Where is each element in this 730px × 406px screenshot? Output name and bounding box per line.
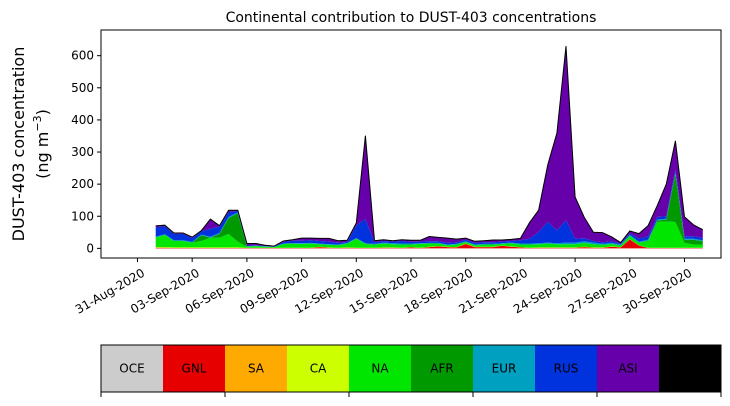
y-tick-label: 0 bbox=[86, 241, 94, 255]
legend-swatch-na bbox=[349, 345, 411, 392]
y-axis-label-unit-sup: −3 bbox=[31, 115, 44, 131]
y-axis-label-line2: (ng m−3) bbox=[31, 109, 52, 179]
y-tick-label: 400 bbox=[71, 113, 94, 127]
legend-label-eur: EUR bbox=[492, 362, 517, 376]
legend-frame bbox=[100, 344, 722, 393]
y-tick-label: 300 bbox=[71, 145, 94, 159]
stacked-areas bbox=[155, 46, 703, 249]
legend-label-rus: RUS bbox=[554, 362, 579, 376]
y-axis: 0 100 200 300 400 500 600 bbox=[71, 49, 101, 255]
legend-swatch-aus bbox=[659, 345, 721, 392]
legend-swatch-rus bbox=[535, 345, 597, 392]
y-tick-label: 600 bbox=[71, 49, 94, 63]
legend: OCE GNL SA CA NA AFR EUR RUS ASI AUS bbox=[100, 344, 722, 397]
legend-swatch-sa bbox=[225, 345, 287, 392]
legend-label-afr: AFR bbox=[430, 362, 453, 376]
legend-label-asi: ASI bbox=[618, 362, 637, 376]
legend-label-na: NA bbox=[371, 362, 389, 376]
legend-label-aus: AUS bbox=[678, 362, 703, 376]
area-asi bbox=[155, 46, 703, 247]
y-tick-label: 200 bbox=[71, 177, 94, 191]
legend-swatch-afr bbox=[411, 345, 473, 392]
area-rus bbox=[155, 169, 703, 247]
y-axis-label-line1: DUST-403 concentration bbox=[9, 47, 28, 242]
plot-frame bbox=[100, 29, 722, 259]
legend-swatch-gnl bbox=[163, 345, 225, 392]
y-axis-label-unit-prefix: (ng m bbox=[33, 132, 52, 179]
legend-label-oce: OCE bbox=[119, 362, 144, 376]
y-axis-label: DUST-403 concentration (ng m−3) bbox=[9, 47, 52, 242]
legend-swatch-eur bbox=[473, 345, 535, 392]
y-tick-label: 500 bbox=[71, 81, 94, 95]
chart-title: Continental contribution to DUST-403 con… bbox=[226, 10, 597, 26]
x-axis: 31-Aug-202003-Sep-202006-Sep-202009-Sep-… bbox=[73, 258, 694, 317]
area-na bbox=[155, 221, 703, 248]
legend-label-ca: CA bbox=[310, 362, 327, 376]
y-axis-label-unit-suffix: ) bbox=[33, 109, 52, 115]
legend-label-gnl: GNL bbox=[182, 362, 207, 376]
legend-label-sa: SA bbox=[248, 362, 265, 376]
total-outline bbox=[155, 46, 704, 247]
legend-swatch-ca bbox=[287, 345, 349, 392]
legend-swatch-asi bbox=[597, 345, 659, 392]
legend-swatch-oce bbox=[101, 345, 163, 392]
y-tick-label: 100 bbox=[71, 209, 94, 223]
